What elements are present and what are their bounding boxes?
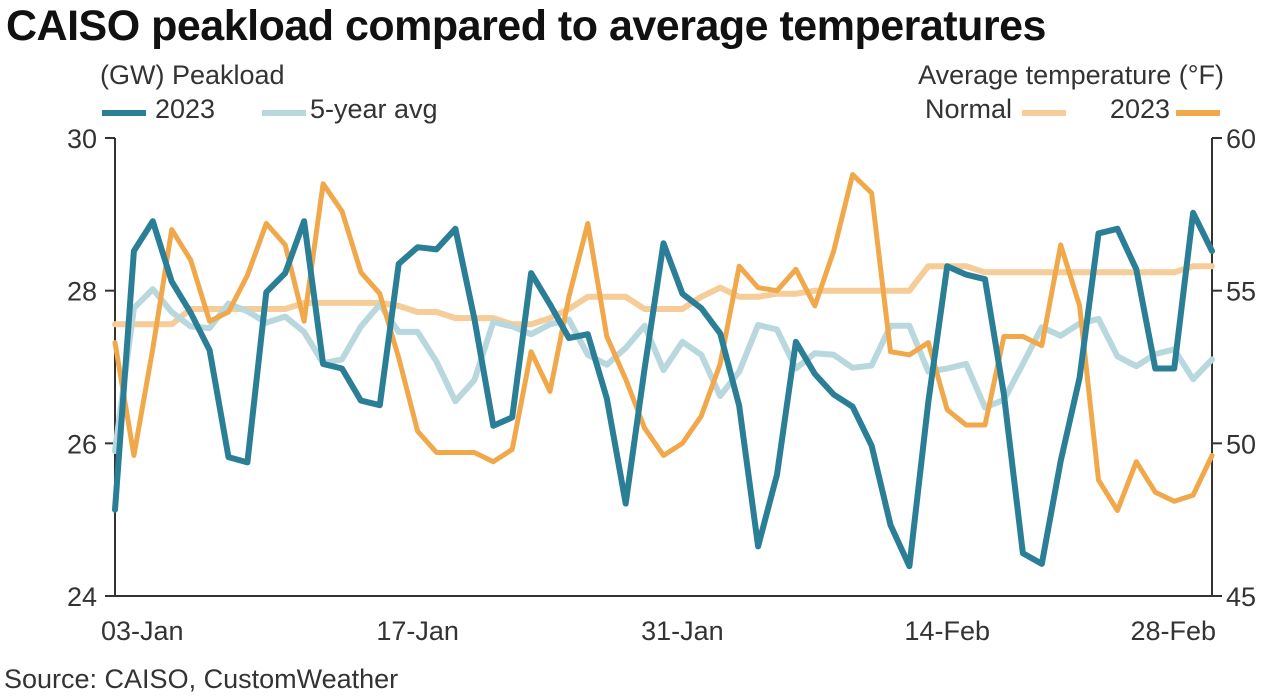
legend-label-load-avg: 5-year avg bbox=[310, 94, 438, 124]
right-tick-label: 45 bbox=[1226, 582, 1256, 612]
right-tick-label: 60 bbox=[1226, 124, 1256, 154]
left-axis-title: (GW) Peakload bbox=[100, 60, 285, 90]
source-note: Source: CAISO, CustomWeather bbox=[4, 664, 399, 694]
right-tick-label: 55 bbox=[1226, 277, 1256, 307]
x-tick-label: 28-Feb bbox=[1130, 616, 1216, 646]
legend-swatch-load-2023 bbox=[102, 110, 146, 116]
legend-swatch-load-avg bbox=[262, 110, 306, 116]
left-tick-label: 28 bbox=[67, 277, 97, 307]
series-line-load-5yr-avg bbox=[112, 286, 1215, 454]
chart-title: CAISO peakload compared to average tempe… bbox=[6, 2, 1046, 50]
left-tick-label: 24 bbox=[67, 582, 97, 612]
x-tick-label: 03-Jan bbox=[101, 616, 184, 646]
right-axis-title: Average temperature (°F) bbox=[918, 60, 1224, 90]
right-tick-label: 50 bbox=[1226, 429, 1256, 459]
series-line-temp-2023 bbox=[112, 172, 1215, 513]
x-tick-label: 17-Jan bbox=[376, 616, 459, 646]
left-tick-label: 26 bbox=[67, 429, 97, 459]
series-line-load-2023 bbox=[112, 209, 1215, 570]
legend-label-temp-2023: 2023 bbox=[1109, 94, 1170, 124]
legend-label-load-2023: 2023 bbox=[155, 94, 216, 124]
legend-label-temp-normal: Normal bbox=[924, 94, 1012, 124]
x-tick-label: 31-Jan bbox=[641, 616, 724, 646]
legend-swatch-temp-normal bbox=[1022, 110, 1066, 116]
legend-swatch-temp-2023 bbox=[1176, 110, 1220, 116]
x-tick-label: 14-Feb bbox=[904, 616, 990, 646]
left-tick-label: 30 bbox=[67, 124, 97, 154]
